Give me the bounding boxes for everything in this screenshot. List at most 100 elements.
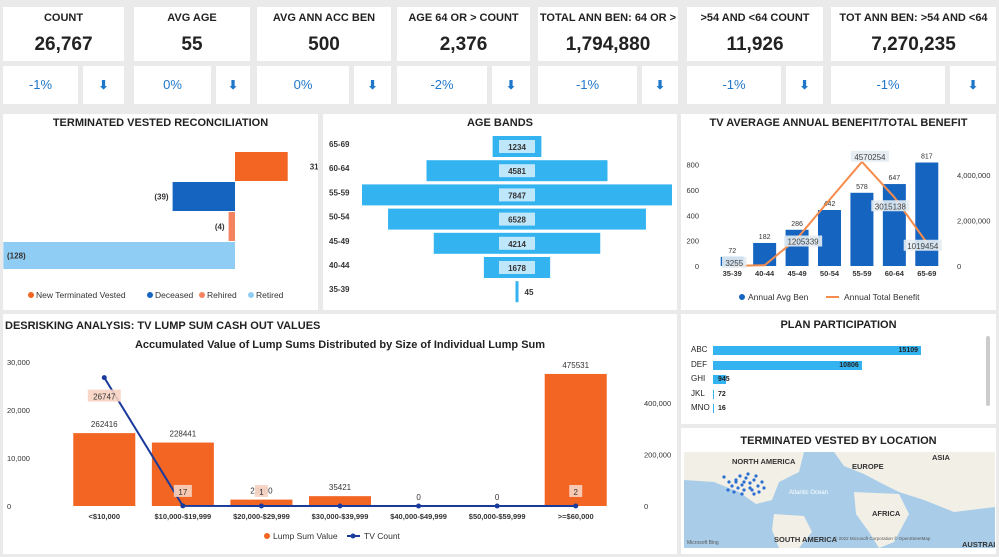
- plan-value: 10806: [839, 361, 859, 369]
- location-point[interactable]: [736, 486, 740, 490]
- kpi-title: AVG AGE: [167, 12, 217, 24]
- location-point[interactable]: [752, 478, 756, 482]
- total-benefit-label-bg: [903, 239, 942, 251]
- tv-count-point: [180, 503, 186, 509]
- kpi-trend-card[interactable]: ⬇: [786, 66, 823, 104]
- location-point[interactable]: [734, 480, 738, 484]
- location-point[interactable]: [730, 484, 734, 488]
- location-point[interactable]: [738, 474, 742, 478]
- y-axis-tick: 800: [686, 161, 699, 170]
- reconciliation-chart: 31 (39) (4) (128) New Terminated Vested Decea…: [3, 152, 318, 300]
- x-axis-tick: $40,000-$49,999: [390, 512, 447, 521]
- y2-axis-tick: 400,000: [644, 399, 671, 408]
- location-point[interactable]: [746, 472, 750, 476]
- y-axis-tick: 10,000: [7, 454, 30, 463]
- legend-label: Annual Total Benefit: [844, 292, 920, 302]
- y-axis-tick: 20,000: [7, 406, 30, 415]
- location-point[interactable]: [727, 480, 731, 484]
- desrisking-subtitle: Accumulated Value of Lump Sums Distribut…: [134, 339, 546, 351]
- age-band-value-bg: [499, 236, 535, 250]
- location-point[interactable]: [750, 488, 754, 492]
- kpi-value: 1,794,880: [565, 34, 651, 55]
- kpi-trend-card[interactable]: ⬇: [492, 66, 530, 104]
- location-point[interactable]: [757, 490, 761, 494]
- location-point[interactable]: [740, 483, 744, 487]
- kpi-change-percent: 0%: [293, 77, 313, 92]
- plan-label: JKL: [691, 388, 705, 398]
- x-axis-tick: $10,000-$19,999: [154, 512, 211, 521]
- tv-count-label: 1: [259, 488, 264, 497]
- location-point[interactable]: [748, 481, 752, 485]
- kpi-trend-card[interactable]: ⬇: [642, 66, 678, 104]
- tv-count-point: [101, 375, 107, 381]
- kpi-title: TOTAL ANN BEN: 64 OR >: [539, 12, 677, 24]
- kpi-trend-card[interactable]: ⬇: [83, 66, 124, 104]
- legend-label: New Terminated Vested: [36, 290, 126, 300]
- legend-label: Deceased: [155, 290, 194, 300]
- kpi-value: 2,376: [439, 34, 488, 55]
- down-arrow-icon: ⬇: [799, 78, 810, 92]
- tv-count-point: [573, 503, 579, 509]
- y-axis-tick: 30,000: [7, 358, 30, 367]
- age-band-label: 40-44: [329, 261, 350, 270]
- lump-sum-label: 262416: [91, 420, 118, 429]
- map-region-label: AFRICA: [872, 509, 901, 518]
- kpi-change-percent: -1%: [575, 77, 600, 92]
- map-region-label: NORTH AMERICA: [732, 457, 796, 466]
- kpi-card: TOTAL ANN BEN: 64 OR > 1,794,880: [538, 7, 678, 61]
- north-america-shape: [684, 452, 804, 504]
- lump-sum-label: 0: [416, 493, 421, 502]
- plan-scrollbar[interactable]: [986, 336, 990, 406]
- kpi-trend-card[interactable]: ⬇: [216, 66, 250, 104]
- age-band-value: 1678: [508, 264, 526, 273]
- location-point[interactable]: [740, 492, 744, 496]
- kpi-title: TOT ANN BEN: >54 AND <64: [839, 12, 988, 24]
- total-benefit-label: 3255: [725, 259, 743, 268]
- kpi-title: AGE 64 OR > COUNT: [408, 12, 519, 24]
- location-point[interactable]: [748, 486, 752, 490]
- location-point[interactable]: [722, 475, 726, 479]
- age-band-label: 55-59: [329, 188, 350, 197]
- location-point[interactable]: [726, 488, 730, 492]
- kpi-trend-card[interactable]: ⬇: [950, 66, 996, 104]
- location-point[interactable]: [742, 480, 746, 484]
- lump-sum-bar: [544, 373, 607, 506]
- age-band-value: 4581: [508, 167, 526, 176]
- reconciliation-data-label: (4): [215, 223, 225, 232]
- x-axis-tick: $50,000-$59,999: [469, 512, 526, 521]
- location-point[interactable]: [762, 486, 766, 490]
- kpi-value: 55: [181, 34, 203, 55]
- location-point[interactable]: [752, 492, 756, 496]
- lump-sum-chart: 0 10,000 20,000 30,000 0 200,000 400,000 262416…: [7, 358, 671, 541]
- legend-label: Retired: [256, 290, 284, 300]
- down-arrow-icon: ⬇: [505, 78, 517, 92]
- location-point[interactable]: [760, 480, 764, 484]
- y2-axis-tick: 200,000: [644, 451, 671, 460]
- age-band-value: 45: [525, 288, 534, 297]
- kpi-trend-card[interactable]: ⬇: [354, 66, 391, 104]
- location-point[interactable]: [754, 474, 758, 478]
- total-benefit-label-bg: [783, 235, 823, 247]
- kpi-change-card: 0%: [257, 66, 349, 104]
- age-band-value-bg: [499, 212, 535, 226]
- location-map[interactable]: NORTH AMERICA EUROPE ASIA AFRICA SOUTH AMERI…: [684, 452, 995, 548]
- location-point[interactable]: [742, 488, 746, 492]
- tv-count-point: [337, 503, 343, 509]
- kpi-title: COUNT: [43, 12, 84, 24]
- total-benefit-label: 3015138: [875, 202, 907, 211]
- location-point[interactable]: [756, 484, 760, 488]
- kpi-change-card: -1%: [538, 66, 637, 104]
- legend-marker: [350, 533, 356, 539]
- map-attribution: © 2022 Microsoft Corporation © OpenStree…: [834, 535, 931, 541]
- avg-benefit-label: 286: [791, 221, 803, 228]
- x-axis-tick: >=$60,000: [558, 512, 594, 521]
- age-band-value-bg: [499, 261, 535, 274]
- y-axis-tick: 600: [686, 186, 699, 195]
- legend-label: Lump Sum Value: [273, 531, 338, 541]
- location-point[interactable]: [732, 490, 736, 494]
- location-point[interactable]: [744, 476, 748, 480]
- plan-participation-panel: PLAN PARTICIPATION ABC 15109 DEF 10806 GHI 94…: [681, 314, 996, 424]
- age-band-label: 60-64: [329, 164, 350, 173]
- kpi-card: COUNT 26,767: [3, 7, 124, 61]
- plan-label: GHI: [691, 374, 706, 383]
